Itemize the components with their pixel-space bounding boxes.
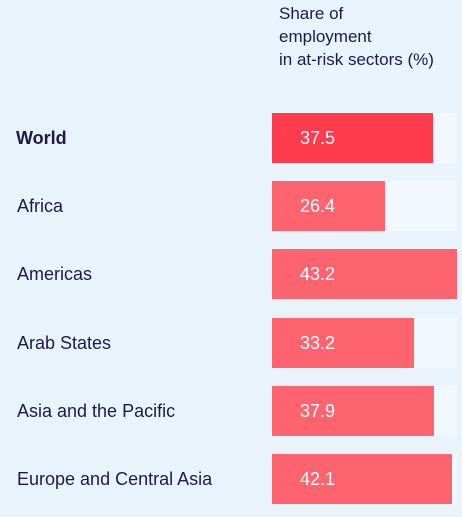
bar-value-label: 37.5	[300, 128, 336, 148]
bar-value-label: 33.2	[300, 333, 336, 353]
bar	[272, 181, 385, 231]
bar-track: 42.1	[272, 454, 457, 504]
bar-row: Asia and the Pacific 37.9	[0, 386, 462, 436]
category-label: Arab States	[17, 333, 112, 353]
category-label: Americas	[17, 264, 93, 284]
column-header: Share of employment in at-risk sectors (…	[279, 4, 434, 69]
bar-row: World 37.5	[0, 113, 462, 163]
bar	[272, 249, 457, 299]
bar-track: 37.9	[272, 386, 457, 436]
bar-row: Arab States 33.2	[0, 318, 462, 368]
category-label: Africa	[17, 196, 64, 216]
bar-row: Americas 43.2	[0, 249, 462, 299]
bar	[272, 386, 434, 436]
bar-track: 33.2	[272, 318, 457, 368]
category-label: Europe and Central Asia	[17, 469, 213, 489]
bar-value-label: 42.1	[300, 469, 336, 489]
bar-track: 43.2	[272, 249, 457, 299]
bar-value-label: 37.9	[300, 401, 336, 421]
bar-row: Africa 26.4	[0, 181, 462, 231]
bar-value-label: 26.4	[300, 196, 336, 216]
bar-track: 26.4	[272, 181, 457, 231]
bar-track: 37.5	[272, 113, 457, 163]
bar-value-label: 43.2	[300, 264, 336, 284]
bar	[272, 318, 414, 368]
category-label: Asia and the Pacific	[17, 401, 176, 421]
bar	[272, 113, 433, 163]
bar	[272, 454, 452, 504]
bar-row: Europe and Central Asia 42.1	[0, 454, 462, 504]
category-label: World	[16, 128, 67, 148]
